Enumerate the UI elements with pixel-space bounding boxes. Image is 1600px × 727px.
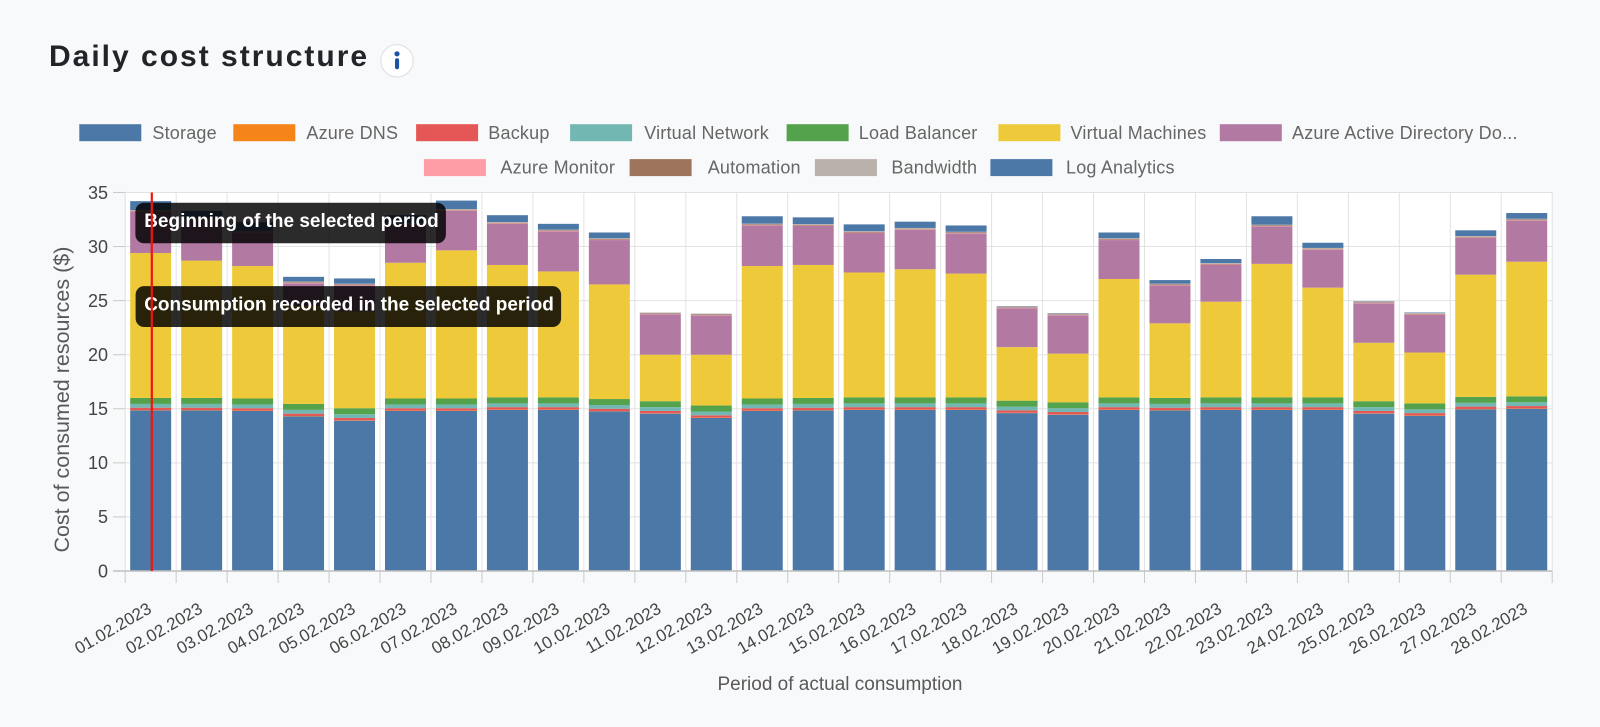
svg-text:Backup: Backup [488,123,549,143]
svg-text:Log Analytics: Log Analytics [1066,158,1175,178]
svg-text:5: 5 [98,507,108,527]
svg-text:Virtual Machines: Virtual Machines [1071,123,1207,143]
svg-text:Bandwidth: Bandwidth [891,158,977,178]
svg-text:15: 15 [88,399,108,419]
svg-text:20: 20 [88,345,108,365]
svg-text:Virtual Network: Virtual Network [644,123,770,143]
svg-text:Consumption recorded in the se: Consumption recorded in the selected per… [144,295,554,316]
svg-text:Azure DNS: Azure DNS [306,123,398,143]
svg-text:Period of actual consumption: Period of actual consumption [717,674,962,695]
svg-text:Cost of consumed resources ($): Cost of consumed resources ($) [50,247,74,553]
svg-text:35: 35 [88,183,108,203]
svg-text:Storage: Storage [152,123,216,143]
svg-text:Azure Active Directory Do...: Azure Active Directory Do... [1292,123,1518,143]
svg-text:0: 0 [98,561,108,581]
svg-text:Load Balancer: Load Balancer [859,123,978,143]
svg-text:30: 30 [88,237,108,257]
svg-text:Automation: Automation [708,158,801,178]
svg-text:Azure Monitor: Azure Monitor [500,158,615,178]
svg-text:10: 10 [88,453,108,473]
svg-text:25: 25 [88,291,108,311]
svg-text:Beginning of the selected peri: Beginning of the selected period [144,211,439,232]
